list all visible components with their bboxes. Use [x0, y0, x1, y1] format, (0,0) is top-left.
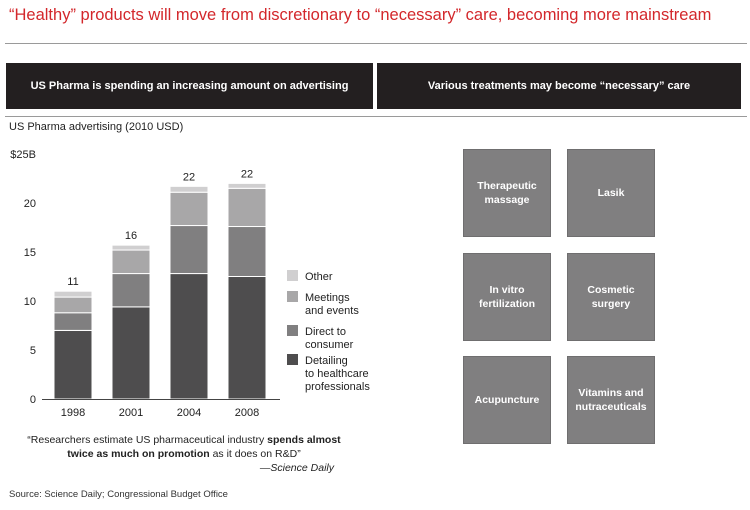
- y-tick-label: 5: [30, 345, 36, 357]
- tile-cosmetic-surgery: Cosmetic surgery: [567, 253, 655, 341]
- bar-segment: [53, 290, 93, 298]
- legend-label: consumer: [305, 339, 354, 351]
- tile-label-line: Lasik: [597, 187, 625, 199]
- legend-swatch: [287, 354, 298, 365]
- y-tick-label: 10: [24, 296, 36, 308]
- tile-label-line: Cosmetic: [587, 284, 635, 296]
- bar-segment: [227, 276, 267, 400]
- legend-label: Meetings: [305, 292, 350, 304]
- legend-label: Direct to: [305, 326, 346, 338]
- x-tick-label: 1998: [61, 407, 85, 419]
- bar-segment: [169, 225, 209, 275]
- chart-subtitle: US Pharma advertising (2010 USD): [9, 121, 184, 133]
- quote-text-bold: spends almost twice as much on promotion: [67, 434, 341, 460]
- bar-segment: [111, 249, 151, 275]
- left-section-header: US Pharma is spending an increasing amou…: [6, 63, 373, 109]
- tile-label-line: fertilization: [478, 298, 535, 310]
- x-tick-label: 2008: [235, 407, 259, 419]
- legend-label: to healthcare: [305, 368, 369, 380]
- tile-in-vitro-fertilization: In vitro fertilization: [463, 253, 551, 341]
- advertising-bar-chart: 0 5 10 15 20 $25B 11 1998 16 2001 22 2004 22 2008 Othe…: [10, 149, 370, 419]
- tile-label-line: Vitamins and: [578, 387, 644, 399]
- tile-acupuncture: Acupuncture: [463, 356, 551, 444]
- tile-label-line: In vitro: [489, 284, 525, 296]
- header-divider-bottom: [5, 116, 747, 117]
- tile-label-line: surgery: [591, 298, 631, 310]
- legend-label: Detailing: [305, 355, 348, 367]
- bar-segment: [111, 273, 151, 308]
- bar-segment: [111, 244, 151, 251]
- legend-swatch: [287, 325, 298, 336]
- quote-block: “Researchers estimate US pharmaceutical …: [24, 433, 344, 475]
- source-note: Source: Science Daily; Congressional Bud…: [9, 489, 228, 500]
- bar-segment: [53, 296, 93, 314]
- legend-label: professionals: [305, 381, 370, 393]
- legend-swatch: [287, 291, 298, 302]
- bar-segment: [227, 187, 267, 228]
- right-section-header: Various treatments may become “necessary…: [377, 63, 741, 109]
- bar-segment: [169, 191, 209, 227]
- tile-label-line: nutraceuticals: [575, 401, 647, 413]
- bar-total-label: 16: [125, 230, 137, 242]
- bar-segment: [227, 182, 267, 189]
- bar-total-label: 11: [67, 276, 78, 288]
- x-tick-label: 2001: [119, 407, 143, 419]
- tile-label-line: massage: [484, 194, 530, 206]
- quote-text-part2: as it does on R&D”: [209, 448, 301, 460]
- tile-label-line: Therapeutic: [477, 180, 537, 192]
- bar-segment: [227, 226, 267, 277]
- bar-segment: [53, 329, 93, 400]
- tile-vitamins-nutraceuticals: Vitamins and nutraceuticals: [567, 356, 655, 444]
- tile-label-line: Acupuncture: [474, 394, 540, 406]
- legend-swatch: [287, 270, 298, 281]
- legend-label: and events: [305, 305, 359, 317]
- bar-segment: [169, 273, 209, 400]
- page-title: “Healthy” products will move from discre…: [9, 6, 712, 24]
- bar-total-label: 22: [241, 168, 253, 180]
- bar-segment: [53, 312, 93, 331]
- tile-lasik: Lasik: [567, 149, 655, 237]
- legend-label: Other: [305, 271, 333, 283]
- quote-attribution: —Science Daily: [259, 462, 334, 474]
- x-tick-label: 2004: [177, 407, 201, 419]
- y-tick-label: 0: [30, 394, 36, 406]
- header-divider-top: [5, 43, 747, 44]
- y-tick-label: 20: [24, 198, 36, 210]
- bar-total-label: 22: [183, 171, 195, 183]
- y-tick-label: 15: [24, 247, 36, 259]
- bar-segment: [169, 185, 209, 193]
- quote-text-part1: “Researchers estimate US pharmaceutical …: [27, 434, 268, 446]
- tile-therapeutic-massage: Therapeutic massage: [463, 149, 551, 237]
- bar-segment: [111, 306, 151, 400]
- y-tick-label: $25B: [10, 149, 36, 161]
